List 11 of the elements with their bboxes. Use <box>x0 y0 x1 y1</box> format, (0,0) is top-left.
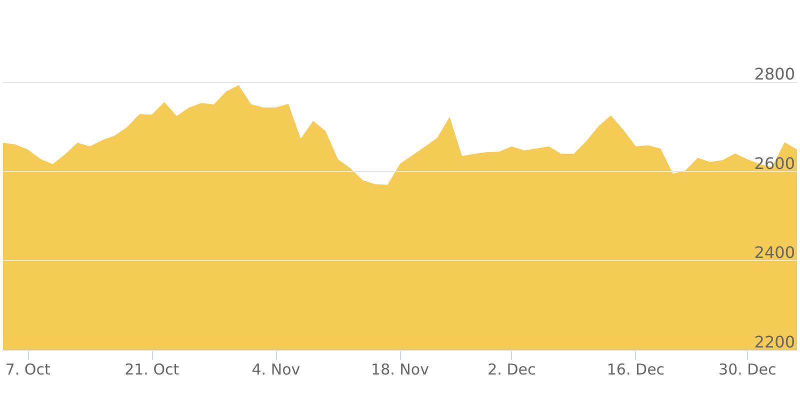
y-tick-label: 2400 <box>754 243 795 262</box>
x-tick-label: 2. Dec <box>488 360 536 378</box>
x-tick-label: 7. Oct <box>5 360 50 378</box>
y-tick-label: 2600 <box>754 154 795 173</box>
x-tick-label: 4. Nov <box>252 360 300 378</box>
x-tick-label: 30. Dec <box>718 360 776 378</box>
x-tick-label: 21. Oct <box>124 360 180 378</box>
y-tick-label: 2800 <box>754 64 795 84</box>
x-tick-label: 18. Nov <box>371 360 430 378</box>
x-tick-label: 16. Dec <box>606 360 665 378</box>
y-tick-label: 2200 <box>754 332 795 352</box>
